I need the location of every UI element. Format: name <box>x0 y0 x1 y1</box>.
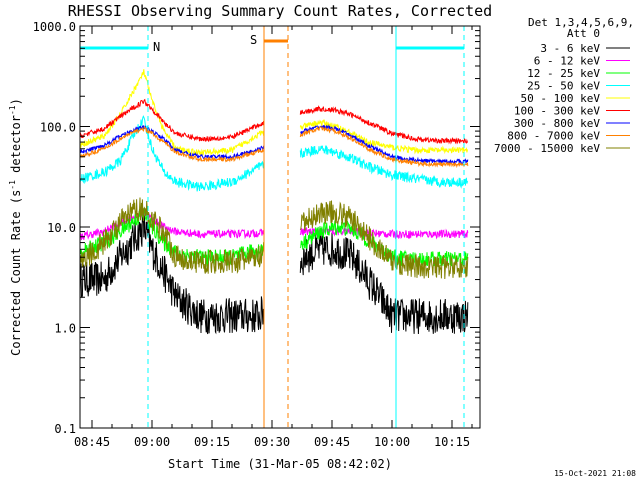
x-tick-label: 09:00 <box>134 435 170 449</box>
x-tick-label: 09:30 <box>254 435 290 449</box>
legend-entry-label: 25 - 50 keV <box>527 80 600 93</box>
y-axis-label-mid: detector <box>9 115 23 180</box>
legend-entry-label: 6 - 12 keV <box>534 55 601 68</box>
legend-entry-label: 12 - 25 keV <box>527 67 600 80</box>
y-tick-label: 0.1 <box>54 422 76 436</box>
series-line-1 <box>79 213 469 335</box>
y-axis-label-main: Corrected Count Rate (s <box>9 190 23 356</box>
series-line-6 <box>79 98 468 145</box>
legend-entry-label: 800 - 7000 keV <box>507 130 600 143</box>
x-tick-label: 10:00 <box>374 435 410 449</box>
legend-entry-label: 3 - 6 keV <box>540 42 600 55</box>
y-axis-label-sup2: -1 <box>8 105 17 115</box>
x-axis-label: Start Time (31-Mar-05 08:42:02) <box>168 457 392 471</box>
series-line-9 <box>79 197 469 280</box>
ticks-layer: 0.1 1.0 10.0 100.0 1000.0 08:45 09:00 09:15 09:3… <box>33 20 480 449</box>
x-tick-label: 10:15 <box>434 435 470 449</box>
y-tick-label: 1000.0 <box>33 20 76 34</box>
legend-entry-label: 7000 - 15000 keV <box>494 142 600 155</box>
legend-entry-label: 100 - 300 keV <box>514 105 600 118</box>
y-tick-label: 1.0 <box>54 322 76 336</box>
x-tick-label: 09:15 <box>194 435 230 449</box>
generation-timestamp: 15-Oct-2021 21:08 <box>554 469 636 478</box>
x-tick-label: 08:45 <box>74 435 110 449</box>
legend-entry-label: 50 - 100 keV <box>521 92 601 105</box>
y-tick-label: 10.0 <box>47 221 76 235</box>
y-axis-label: Corrected Count Rate (s-1 detector-1) <box>8 98 23 356</box>
series-line-5 <box>79 69 469 157</box>
y-axis-label-sup1: -1 <box>8 180 17 190</box>
legend-header-line-2: Att 0 <box>567 27 600 40</box>
night-label: N <box>153 40 160 54</box>
legend-entry-label: 300 - 800 keV <box>514 117 600 130</box>
chart-title: RHESSI Observing Summary Count Rates, Co… <box>68 2 492 20</box>
y-axis-label-end: ) <box>9 98 23 105</box>
series-line-8 <box>79 126 469 169</box>
y-tick-label: 100.0 <box>40 121 76 135</box>
legend-header-line-1: Det 1,3,4,5,6,9, <box>528 16 634 29</box>
saa-label: S <box>250 33 257 47</box>
series-line-4 <box>79 115 469 192</box>
x-tick-label: 09:45 <box>314 435 350 449</box>
data-layer <box>79 69 469 335</box>
